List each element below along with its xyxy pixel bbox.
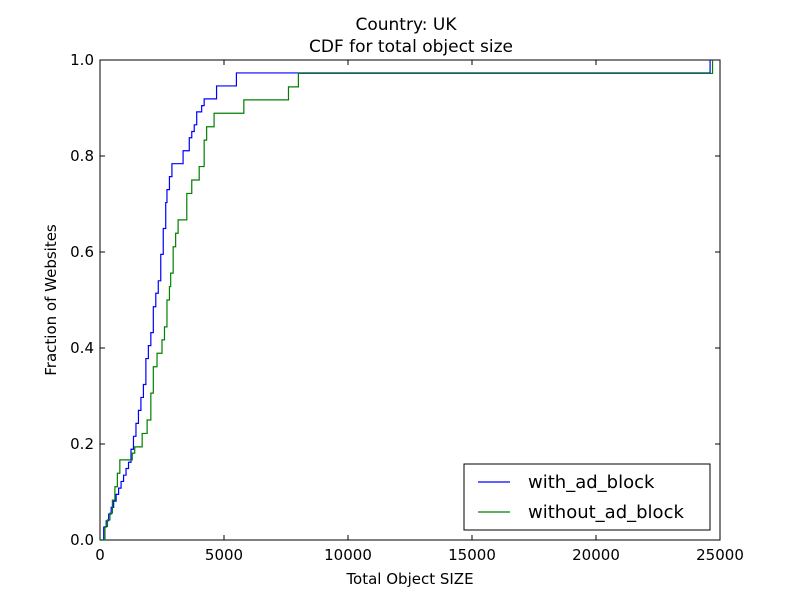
x-tick-label: 5000 [205, 546, 243, 564]
y-tick-label: 1.0 [70, 51, 94, 69]
series-line-with_ad_block [100, 60, 711, 541]
chart-subtitle: CDF for total object size [309, 37, 513, 57]
series-line-without_ad_block [100, 60, 714, 541]
y-tick-label: 0.2 [70, 435, 94, 453]
x-axis-ticks: 0 5000 10000 15000 20000 25000 [95, 60, 744, 564]
x-axis-label: Total Object SIZE [345, 570, 473, 588]
x-tick-label: 20000 [572, 546, 620, 564]
plot-frame [99, 59, 721, 541]
series-lines [100, 60, 714, 541]
x-tick-label: 25000 [696, 546, 744, 564]
legend: with_ad_block without_ad_block [463, 463, 711, 531]
y-tick-label: 0.0 [70, 531, 94, 549]
legend-box [463, 463, 711, 531]
chart-title: Country: UK [355, 15, 457, 35]
plot-area [99, 59, 721, 541]
legend-entry: with_ad_block [528, 472, 655, 493]
x-tick-label: 15000 [448, 546, 496, 564]
x-tick-label: 0 [95, 546, 105, 564]
y-tick-label: 0.4 [70, 339, 94, 357]
legend-entry: without_ad_block [528, 502, 684, 523]
x-tick-label: 10000 [324, 546, 372, 564]
y-axis-label: Fraction of Websites [42, 224, 60, 376]
y-tick-label: 0.6 [70, 243, 94, 261]
y-tick-label: 0.8 [70, 147, 94, 165]
y-axis-ticks: 0.0 0.2 0.4 0.6 0.8 1.0 [70, 51, 720, 549]
